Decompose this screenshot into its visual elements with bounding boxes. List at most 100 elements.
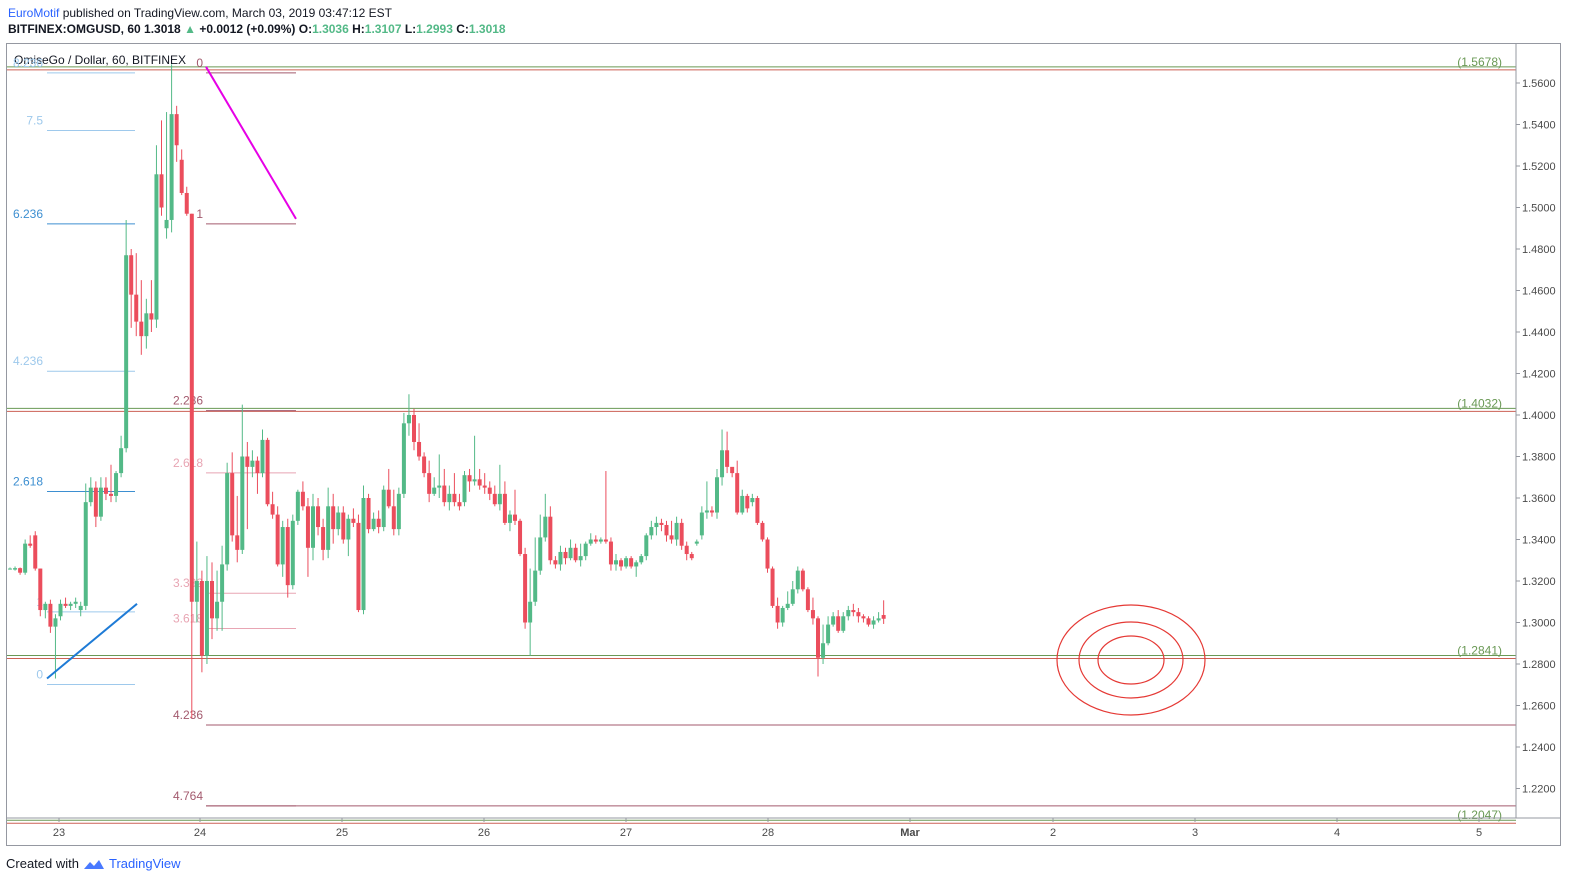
candle-up	[831, 616, 836, 625]
publish-line: EuroMotif published on TradingView.com, …	[8, 6, 392, 20]
candle-down	[285, 527, 290, 586]
fibonacci-extensions: 8.2367.56.2364.2362.61810012.2362.6183.3…	[13, 56, 1516, 807]
fib-right-label: 2.236	[173, 394, 203, 408]
level-label: (1.2841)	[1457, 643, 1502, 657]
candle-down	[422, 456, 427, 474]
time-tick-label: 2	[1050, 827, 1056, 839]
candle-down	[629, 558, 634, 567]
candle-up	[361, 498, 366, 611]
candle-up	[578, 556, 583, 561]
candle-down	[93, 487, 98, 517]
price-tick-label: 1.2600	[1522, 701, 1556, 713]
candle-down	[457, 502, 462, 507]
candle-up	[164, 219, 169, 229]
candle-up	[558, 551, 563, 565]
candle-down	[129, 255, 134, 295]
candle-up	[169, 114, 174, 220]
candle-down	[664, 524, 669, 536]
candle-down	[775, 605, 780, 623]
close-label: C:	[456, 22, 469, 36]
candle-down	[417, 441, 422, 457]
price-tick-label: 1.4200	[1522, 369, 1556, 381]
candle-down	[760, 522, 765, 540]
candle-down	[735, 473, 740, 513]
candle-down	[331, 506, 336, 530]
candle-down	[851, 610, 856, 613]
candle-up	[644, 535, 649, 557]
candle-up	[23, 543, 28, 573]
price-tick-label: 1.2400	[1522, 742, 1556, 754]
high-value: 1.3107	[364, 22, 402, 36]
fib-right-label: 1	[196, 207, 203, 221]
horizontal-levels: (1.5678) (1.4032) (1.2841) (1.2047)	[7, 55, 1516, 824]
tradingview-logo-icon	[83, 859, 104, 869]
candle-down	[513, 514, 517, 521]
candle-up	[846, 610, 851, 617]
candle-up	[694, 541, 699, 544]
candle-down	[452, 493, 457, 503]
candle-down	[770, 568, 775, 606]
fib-right-label: 0	[196, 56, 203, 70]
target-circle	[1056, 604, 1206, 716]
candle-up	[472, 479, 477, 482]
candle-up	[220, 564, 225, 602]
candle-up	[68, 603, 73, 606]
candle-down	[109, 493, 113, 496]
candle-down	[669, 535, 674, 540]
price-tick-label: 1.3000	[1522, 618, 1556, 630]
change-arrow-icon: ▲	[184, 22, 196, 36]
candle-down	[376, 518, 381, 528]
candle-down	[467, 475, 472, 482]
candle-up	[406, 415, 411, 424]
tradingview-link[interactable]: TradingView	[108, 856, 181, 871]
candle-down	[800, 570, 805, 590]
candle-down	[573, 547, 578, 561]
candle-down	[553, 560, 558, 565]
candle-up	[43, 603, 48, 611]
candle-up	[740, 495, 745, 513]
candle-up	[225, 473, 230, 565]
candle-up	[144, 313, 149, 337]
candle-up	[588, 539, 593, 544]
candle-down	[548, 516, 553, 561]
candle-up	[311, 506, 315, 548]
candle-up	[841, 616, 846, 631]
candle-up	[649, 527, 654, 536]
candle-down	[765, 539, 770, 569]
candle-down	[366, 498, 371, 530]
price-tick-label: 1.2800	[1522, 659, 1556, 671]
fib-right-label: 4.236	[173, 708, 203, 722]
candle-down	[745, 495, 750, 509]
fib-left-label: 6.236	[13, 207, 43, 221]
time-tick-label: 24	[194, 827, 206, 839]
candle-down	[235, 535, 240, 550]
candle-down	[300, 491, 305, 507]
candle-down	[608, 541, 613, 565]
change-value: +0.0012 (+0.09%)	[199, 22, 296, 36]
candle-down	[179, 159, 184, 193]
candle-up	[876, 618, 881, 621]
price-tick-label: 1.5400	[1522, 120, 1556, 132]
candle-down	[321, 527, 326, 550]
candle-up	[124, 255, 129, 449]
candle-up	[401, 423, 406, 494]
fib-left-label: 4.236	[13, 354, 43, 368]
price-tick-label: 1.5200	[1522, 161, 1556, 173]
candle-down	[816, 618, 820, 658]
candle-up	[396, 493, 401, 530]
candle-down	[174, 114, 179, 146]
candle-up	[462, 475, 467, 503]
candle-down	[245, 456, 250, 467]
candle-down	[265, 439, 270, 505]
candle-up	[381, 489, 386, 528]
target-circle	[1097, 635, 1165, 685]
author-link[interactable]: EuroMotif	[8, 6, 60, 20]
footer: Created with TradingView	[6, 856, 181, 871]
candle-down	[275, 514, 280, 565]
candle-down	[725, 450, 730, 467]
candle-up	[795, 570, 800, 590]
close-value: 1.3018	[468, 22, 506, 36]
chart-frame[interactable]	[6, 43, 1561, 846]
candle-down	[199, 581, 204, 656]
